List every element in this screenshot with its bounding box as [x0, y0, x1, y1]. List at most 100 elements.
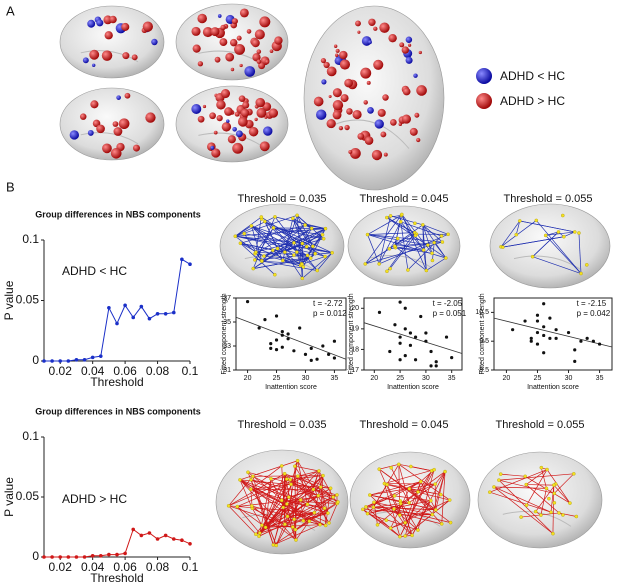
- brain-edge: [500, 473, 526, 477]
- brain-node: [524, 482, 528, 487]
- brain-node: [561, 213, 565, 218]
- x-tick-label: 25: [273, 375, 281, 382]
- y-tick-label: 35: [223, 319, 231, 326]
- brain-edge: [261, 216, 303, 244]
- brain-edge: [435, 471, 446, 510]
- brain-node: [399, 42, 405, 48]
- brain-edge: [282, 497, 290, 508]
- brain-node: [305, 502, 310, 507]
- data-point: [139, 533, 144, 538]
- brain-node: [232, 142, 244, 154]
- brain-node: [217, 14, 222, 18]
- brain-node: [312, 510, 317, 515]
- brain-node: [533, 509, 538, 514]
- brain-edge: [411, 471, 446, 536]
- brain-node: [320, 57, 327, 64]
- brain-node: [251, 38, 260, 48]
- data-point: [511, 328, 515, 332]
- data-point: [155, 537, 160, 541]
- brain-edge: [367, 232, 415, 235]
- brain-node: [433, 482, 437, 486]
- brain-node: [232, 126, 237, 132]
- brain-edge: [400, 500, 413, 536]
- brain-node: [96, 124, 105, 134]
- data-point: [42, 555, 46, 559]
- data-point: [66, 555, 71, 559]
- x-tick-label: 35: [448, 375, 456, 382]
- brain-node: [398, 501, 403, 506]
- brain-node: [332, 99, 344, 111]
- brain-node: [405, 36, 413, 44]
- brain-edge: [386, 214, 402, 218]
- brain-node: [69, 130, 80, 140]
- brain-node: [238, 478, 242, 482]
- brain-node: [301, 265, 306, 269]
- brain-node: [357, 132, 365, 140]
- brain-edge: [292, 218, 312, 229]
- brain-node: [322, 506, 327, 511]
- threshold-label: Threshold = 0.045: [360, 419, 449, 431]
- brain-node: [318, 522, 322, 527]
- brain-node: [249, 477, 253, 482]
- brain-edge: [545, 231, 559, 236]
- trend-line: [493, 317, 613, 348]
- brain-edge: [274, 216, 326, 229]
- brain-edge: [426, 257, 447, 271]
- data-point: [419, 314, 423, 319]
- brain-node: [333, 44, 338, 48]
- data-point: [42, 359, 46, 363]
- brain-node: [263, 525, 268, 530]
- y-axis-label: Fitted component strength: [221, 293, 228, 374]
- y-tick-label: 0.05: [16, 489, 40, 503]
- brain-node: [403, 534, 407, 538]
- brain: [477, 451, 603, 549]
- brain-edge: [302, 252, 333, 279]
- brain-node: [242, 101, 250, 109]
- brain-node: [432, 467, 436, 472]
- y-tick-label: 10.5: [475, 309, 489, 316]
- data-point: [303, 352, 308, 356]
- brain-node: [543, 233, 548, 238]
- y-axis-label: P value: [2, 477, 16, 517]
- brain-edge: [255, 227, 274, 253]
- brain-node: [271, 543, 276, 547]
- brain-edge: [373, 484, 388, 508]
- brain-node: [523, 474, 527, 479]
- brain-fold: [331, 119, 410, 149]
- brain-node: [407, 487, 412, 491]
- brain-edge: [398, 464, 432, 472]
- brain-node: [416, 528, 420, 532]
- brain-node: [307, 519, 312, 523]
- brain-node: [237, 116, 248, 127]
- brain-node: [242, 231, 246, 236]
- brain-edge: [296, 215, 312, 229]
- brain-node: [383, 152, 388, 157]
- brain-node: [552, 483, 556, 487]
- brain-node: [295, 213, 299, 218]
- brain-node: [518, 219, 522, 223]
- brain-node: [395, 236, 400, 241]
- brain-edge: [284, 251, 303, 279]
- brain-edge: [489, 491, 552, 513]
- brain-node: [209, 112, 216, 120]
- brain-node: [388, 266, 392, 271]
- brain-node: [377, 108, 386, 117]
- data-point: [163, 533, 168, 538]
- data-point: [332, 339, 337, 343]
- brain-node: [405, 56, 413, 64]
- brain-edge: [422, 224, 433, 254]
- brain-node: [401, 46, 409, 54]
- data-point: [115, 552, 119, 557]
- data-point: [298, 326, 302, 330]
- brain-node: [256, 59, 262, 64]
- brain-fold: [80, 132, 139, 145]
- brain-node: [551, 531, 555, 536]
- brain-node: [264, 59, 270, 65]
- y-tick-label: 31: [223, 367, 231, 374]
- y-tick-label: 0.1: [22, 232, 39, 246]
- brain-edge: [394, 235, 416, 247]
- brain-edge: [292, 218, 316, 254]
- brain-edge: [390, 499, 450, 529]
- brain-node: [303, 223, 307, 227]
- brain-edge: [292, 218, 314, 247]
